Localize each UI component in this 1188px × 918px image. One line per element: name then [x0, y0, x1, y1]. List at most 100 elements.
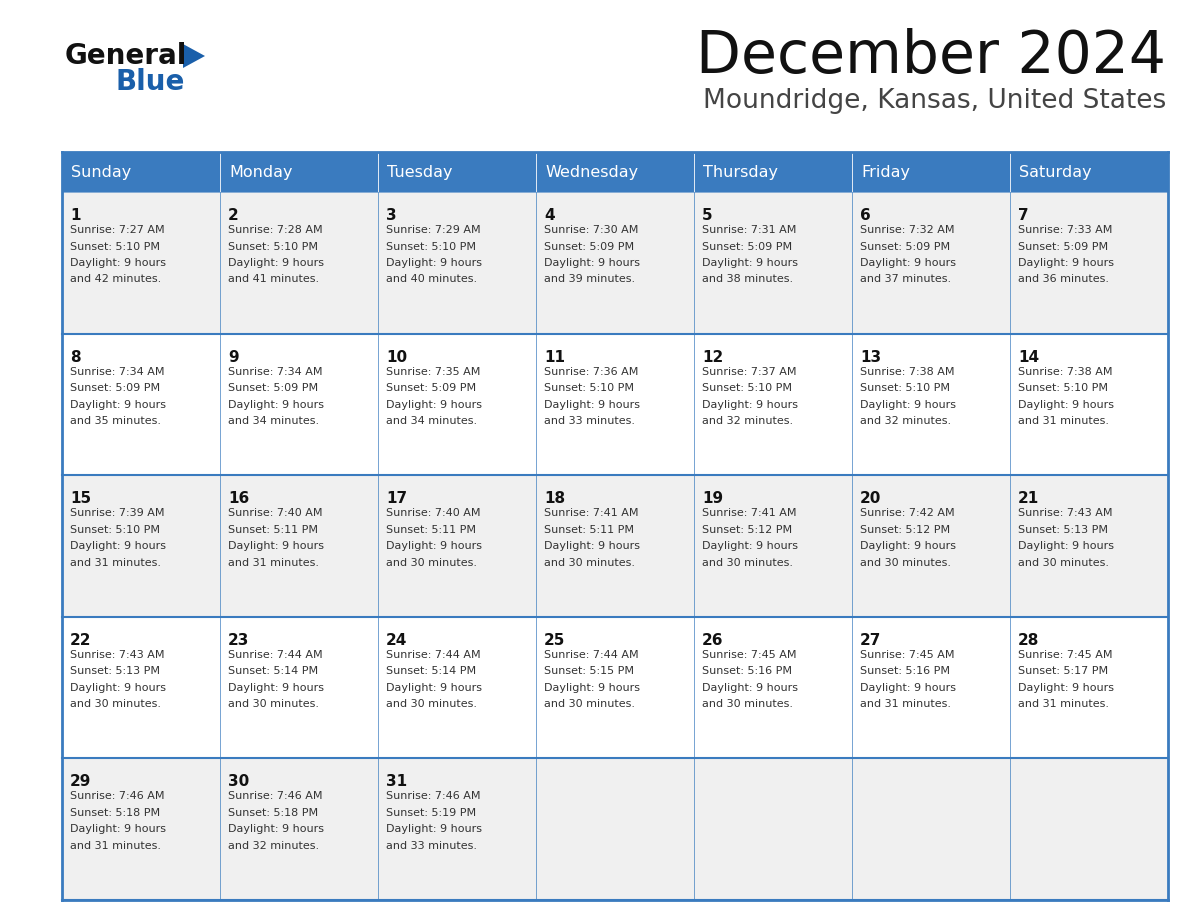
Text: Sunrise: 7:33 AM: Sunrise: 7:33 AM: [1018, 225, 1112, 235]
Text: Sunrise: 7:30 AM: Sunrise: 7:30 AM: [544, 225, 638, 235]
Text: Daylight: 9 hours: Daylight: 9 hours: [1018, 399, 1114, 409]
Text: 28: 28: [1018, 633, 1040, 648]
Bar: [220, 192, 378, 333]
Text: Blue: Blue: [115, 68, 184, 96]
Text: Friday: Friday: [861, 164, 910, 180]
Text: Sunrise: 7:39 AM: Sunrise: 7:39 AM: [70, 509, 164, 518]
Text: Daylight: 9 hours: Daylight: 9 hours: [228, 824, 324, 834]
Text: and 32 minutes.: and 32 minutes.: [228, 841, 320, 851]
Text: Daylight: 9 hours: Daylight: 9 hours: [386, 399, 482, 409]
Text: Saturday: Saturday: [1019, 164, 1092, 180]
Text: Sunset: 5:10 PM: Sunset: 5:10 PM: [228, 241, 318, 252]
Bar: [852, 476, 1010, 617]
Text: 4: 4: [544, 208, 555, 223]
Text: Sunset: 5:19 PM: Sunset: 5:19 PM: [386, 808, 476, 818]
Text: and 30 minutes.: and 30 minutes.: [70, 700, 162, 710]
Text: Daylight: 9 hours: Daylight: 9 hours: [386, 258, 482, 268]
Text: 10: 10: [386, 350, 407, 364]
Text: Sunset: 5:11 PM: Sunset: 5:11 PM: [386, 525, 476, 534]
Text: Sunset: 5:09 PM: Sunset: 5:09 PM: [386, 383, 476, 393]
Bar: [694, 758, 852, 900]
Bar: [1010, 333, 1168, 476]
Text: Sunrise: 7:38 AM: Sunrise: 7:38 AM: [860, 366, 954, 376]
Text: Daylight: 9 hours: Daylight: 9 hours: [860, 399, 956, 409]
Bar: [1010, 476, 1168, 617]
Text: Daylight: 9 hours: Daylight: 9 hours: [1018, 258, 1114, 268]
Bar: [62, 333, 220, 476]
Text: and 32 minutes.: and 32 minutes.: [860, 416, 952, 426]
Text: Daylight: 9 hours: Daylight: 9 hours: [544, 399, 640, 409]
Bar: [852, 192, 1010, 333]
Text: and 31 minutes.: and 31 minutes.: [860, 700, 952, 710]
Text: Thursday: Thursday: [703, 164, 778, 180]
Bar: [1010, 617, 1168, 758]
Text: and 30 minutes.: and 30 minutes.: [1018, 558, 1110, 567]
Text: 7: 7: [1018, 208, 1029, 223]
Text: Sunset: 5:10 PM: Sunset: 5:10 PM: [544, 383, 634, 393]
Text: and 34 minutes.: and 34 minutes.: [228, 416, 320, 426]
Text: Daylight: 9 hours: Daylight: 9 hours: [228, 258, 324, 268]
Text: 9: 9: [228, 350, 239, 364]
Text: Sunset: 5:10 PM: Sunset: 5:10 PM: [70, 525, 160, 534]
Bar: [694, 152, 852, 192]
Text: Sunrise: 7:45 AM: Sunrise: 7:45 AM: [702, 650, 796, 660]
Bar: [220, 333, 378, 476]
Text: 29: 29: [70, 775, 91, 789]
Text: and 34 minutes.: and 34 minutes.: [386, 416, 478, 426]
Text: Sunrise: 7:37 AM: Sunrise: 7:37 AM: [702, 366, 796, 376]
Text: 2: 2: [228, 208, 239, 223]
Text: 19: 19: [702, 491, 723, 506]
Text: December 2024: December 2024: [696, 28, 1165, 85]
Bar: [536, 758, 694, 900]
Text: 31: 31: [386, 775, 407, 789]
Text: Sunrise: 7:43 AM: Sunrise: 7:43 AM: [1018, 509, 1112, 518]
Text: Sunrise: 7:44 AM: Sunrise: 7:44 AM: [228, 650, 323, 660]
Text: and 31 minutes.: and 31 minutes.: [70, 841, 162, 851]
Text: Sunset: 5:11 PM: Sunset: 5:11 PM: [228, 525, 318, 534]
Text: 17: 17: [386, 491, 407, 506]
Text: Sunrise: 7:45 AM: Sunrise: 7:45 AM: [1018, 650, 1112, 660]
Text: 26: 26: [702, 633, 723, 648]
Text: Daylight: 9 hours: Daylight: 9 hours: [70, 399, 166, 409]
Text: Sunrise: 7:27 AM: Sunrise: 7:27 AM: [70, 225, 165, 235]
Text: Daylight: 9 hours: Daylight: 9 hours: [702, 258, 798, 268]
Text: and 36 minutes.: and 36 minutes.: [1018, 274, 1110, 285]
Bar: [220, 476, 378, 617]
Bar: [220, 152, 378, 192]
Bar: [1010, 758, 1168, 900]
Text: Daylight: 9 hours: Daylight: 9 hours: [386, 683, 482, 693]
Bar: [694, 617, 852, 758]
Text: and 30 minutes.: and 30 minutes.: [702, 700, 794, 710]
Text: Sunrise: 7:40 AM: Sunrise: 7:40 AM: [228, 509, 322, 518]
Text: Sunday: Sunday: [71, 164, 131, 180]
Text: Daylight: 9 hours: Daylight: 9 hours: [70, 683, 166, 693]
Text: Sunrise: 7:45 AM: Sunrise: 7:45 AM: [860, 650, 954, 660]
Text: Sunset: 5:16 PM: Sunset: 5:16 PM: [702, 666, 792, 677]
Text: Sunrise: 7:43 AM: Sunrise: 7:43 AM: [70, 650, 164, 660]
Text: Daylight: 9 hours: Daylight: 9 hours: [70, 258, 166, 268]
Text: Daylight: 9 hours: Daylight: 9 hours: [228, 399, 324, 409]
Text: Sunset: 5:09 PM: Sunset: 5:09 PM: [70, 383, 160, 393]
Text: Sunset: 5:09 PM: Sunset: 5:09 PM: [702, 241, 792, 252]
Text: Daylight: 9 hours: Daylight: 9 hours: [70, 824, 166, 834]
Text: 23: 23: [228, 633, 249, 648]
Text: 15: 15: [70, 491, 91, 506]
Text: Sunset: 5:16 PM: Sunset: 5:16 PM: [860, 666, 950, 677]
Bar: [536, 476, 694, 617]
Text: Sunrise: 7:29 AM: Sunrise: 7:29 AM: [386, 225, 481, 235]
Text: Sunrise: 7:35 AM: Sunrise: 7:35 AM: [386, 366, 480, 376]
Text: and 32 minutes.: and 32 minutes.: [702, 416, 794, 426]
Text: Daylight: 9 hours: Daylight: 9 hours: [702, 399, 798, 409]
Text: and 30 minutes.: and 30 minutes.: [544, 700, 636, 710]
Text: Sunrise: 7:34 AM: Sunrise: 7:34 AM: [228, 366, 322, 376]
Bar: [62, 192, 220, 333]
Bar: [1010, 152, 1168, 192]
Text: Sunset: 5:10 PM: Sunset: 5:10 PM: [860, 383, 950, 393]
Text: 3: 3: [386, 208, 397, 223]
Text: Sunset: 5:14 PM: Sunset: 5:14 PM: [386, 666, 476, 677]
Text: 11: 11: [544, 350, 565, 364]
Text: 6: 6: [860, 208, 871, 223]
Text: 16: 16: [228, 491, 249, 506]
Bar: [62, 476, 220, 617]
Text: Sunrise: 7:44 AM: Sunrise: 7:44 AM: [544, 650, 639, 660]
